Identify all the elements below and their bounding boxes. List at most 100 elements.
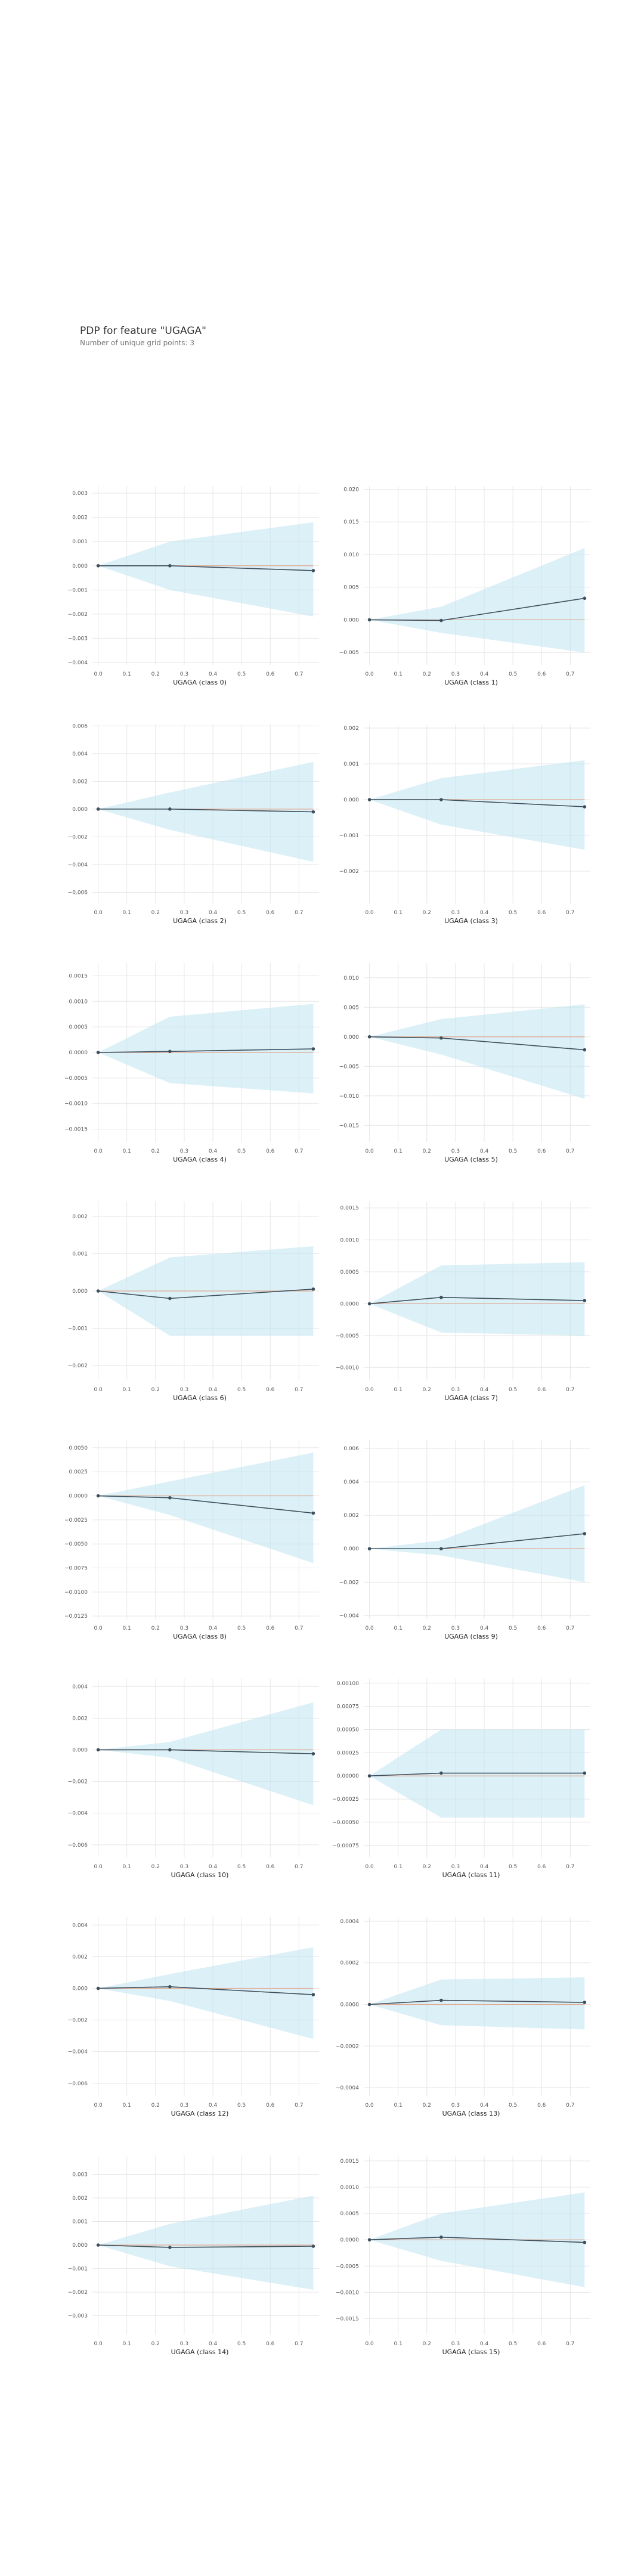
y-tick-label: 0.020 [343,487,359,493]
x-tick-label: 0.1 [123,2103,131,2109]
x-tick-label: 0.4 [209,1626,218,1631]
x-tick-label: 0.2 [423,671,431,677]
x-tick-label: 0.7 [295,2341,303,2347]
y-tick-label: −0.001 [68,587,88,593]
y-tick-label: 0.0000 [69,1050,88,1056]
x-tick-label: 0.2 [151,671,160,677]
x-tick-label: 0.5 [509,910,517,916]
confidence-band [98,761,314,862]
pdp-point [311,1287,315,1291]
x-tick-label: 0.4 [480,1387,489,1393]
pdp-chart-class-6: −0.002 −0.001 0.000 0.001 0.002 0.0 0.1 0.2 0.3 0… [68,1202,319,1402]
pdp-point [311,1752,315,1755]
y-tick-label: −0.015 [339,1123,359,1129]
y-tick-label: 0.000 [72,1986,88,1992]
x-tick-label: 0.4 [209,910,218,916]
x-tick-label: 0.7 [295,1626,303,1631]
y-tick-label: 0.0000 [340,1301,360,1307]
x-tick-label: 0.2 [423,2103,431,2109]
x-tick-label: 0.5 [509,2341,517,2347]
x-tick-label: 0.5 [237,2341,246,2347]
x-tick-label: 0.1 [123,2341,131,2347]
x-tick-label: 0.3 [451,1626,460,1631]
y-tick-label: −0.0005 [336,1333,359,1339]
y-tick-label: −0.004 [68,2049,88,2055]
pdp-chart-class-15: −0.0015 −0.0010 −0.0005 0.0000 0.0005 0.0010 0… [336,2156,590,2356]
pdp-point [311,1047,315,1051]
x-tick-label: 0.1 [123,1387,131,1393]
y-tick-label: −0.0050 [64,1541,88,1547]
pdp-point [96,1289,100,1293]
y-tick-label: 0.000 [343,1546,359,1552]
pdp-chart-class-9: −0.004 −0.002 0.000 0.002 0.004 0.006 0.0 0.1 0.… [339,1440,590,1640]
y-tick-label: −0.006 [68,1843,88,1849]
x-tick-label: 0.4 [480,2103,489,2109]
y-tick-label: −0.0010 [336,2290,359,2296]
x-tick-label: 0.0 [94,910,103,916]
y-tick-label: −0.001 [68,1326,88,1332]
pdp-chart-class-7: −0.0010 −0.0005 0.0000 0.0005 0.0010 0.0015 0.… [336,1202,590,1402]
pdp-chart-class-12: −0.006 −0.004 −0.002 0.000 0.002 0.004 0.0 0.1 0… [68,1917,319,2117]
x-tick-label: 0.1 [123,1626,131,1631]
pdp-point [96,1986,100,1990]
y-tick-label: −0.004 [68,862,88,868]
y-tick-label: −0.001 [339,833,359,839]
y-tick-label: −0.002 [68,612,88,618]
x-tick-label: 0.3 [180,2341,188,2347]
y-tick-label: 0.00100 [337,1681,359,1687]
pdp-point [583,1771,587,1775]
y-tick-label: 0.0015 [340,1206,360,1212]
y-tick-label: −0.0075 [64,1566,88,1572]
x-tick-label: 0.6 [266,671,275,677]
x-tick-label: 0.4 [209,671,218,677]
x-tick-label: 0.7 [295,910,303,916]
y-tick-label: 0.001 [343,761,359,767]
x-tick-label: 0.5 [509,2103,517,2109]
y-tick-label: 0.005 [343,585,359,591]
x-tick-label: 0.0 [365,671,374,677]
x-tick-label: 0.0 [94,671,103,677]
x-tick-label: 0.2 [151,2103,160,2109]
x-tick-label: 0.7 [566,2341,574,2347]
pdp-chart-class-14: −0.003 −0.002 −0.001 0.000 0.001 0.002 0.003 0.… [68,2156,319,2356]
pdp-chart-class-8: −0.0125 −0.0100 −0.0075 −0.0050 −0.0025 0.000… [64,1440,319,1640]
y-tick-label: 0.0015 [69,973,88,979]
pdp-point [367,798,371,801]
y-tick-label: 0.000 [72,1747,88,1753]
pdp-point [439,1036,443,1040]
y-tick-label: 0.006 [72,723,88,729]
x-axis-label: UGAGA (class 11) [442,1871,500,1879]
x-tick-label: 0.7 [295,1148,303,1154]
x-tick-label: 0.2 [151,2341,160,2347]
y-tick-label: −0.0100 [64,1590,88,1596]
confidence-band [369,1977,585,2030]
y-tick-label: 0.002 [72,1716,88,1722]
x-tick-label: 0.0 [94,1387,103,1393]
x-tick-label: 0.2 [151,910,160,916]
x-tick-label: 0.2 [151,1864,160,1870]
confidence-band [98,1947,314,2039]
y-tick-label: 0.010 [343,976,359,982]
y-tick-label: −0.004 [68,660,88,666]
x-tick-label: 0.2 [423,1626,431,1631]
x-tick-label: 0.0 [365,910,374,916]
x-tick-label: 0.1 [123,910,131,916]
y-tick-label: 0.0010 [69,999,88,1005]
y-tick-label: 0.0015 [340,2159,360,2165]
pdp-chart-class-2: −0.006 −0.004 −0.002 0.000 0.002 0.004 0.006 0.… [68,723,319,925]
y-tick-label: 0.00075 [337,1704,359,1710]
y-tick-label: 0.0005 [340,1270,360,1275]
x-tick-label: 0.2 [423,1148,431,1154]
x-tick-label: 0.7 [566,1148,574,1154]
x-tick-label: 0.3 [451,1864,460,1870]
x-tick-label: 0.1 [394,1387,402,1393]
x-tick-label: 0.6 [537,2103,546,2109]
x-tick-label: 0.5 [237,671,246,677]
pdp-point [311,1511,315,1515]
x-tick-label: 0.3 [180,1626,188,1631]
pdp-chart-class-13: −0.0004 −0.0002 0.0000 0.0002 0.0004 0.0 0.1 0.… [336,1917,590,2117]
x-tick-label: 0.3 [180,1148,188,1154]
y-tick-label: 0.002 [343,726,359,732]
x-axis-label: UGAGA (class 0) [173,679,227,686]
x-axis-label: UGAGA (class 3) [444,917,498,925]
